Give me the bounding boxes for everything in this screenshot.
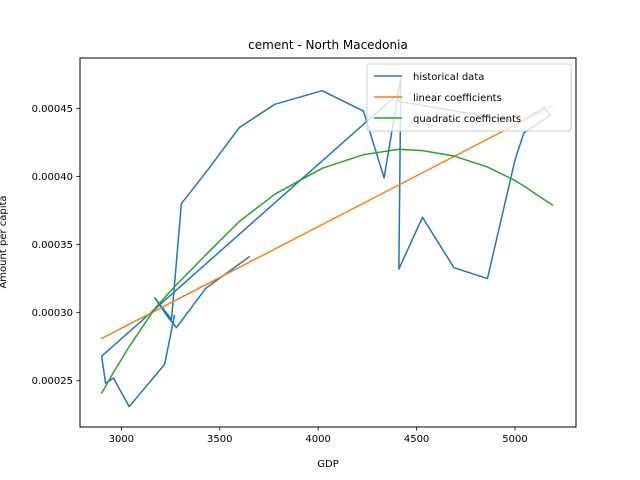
plot-frame [79, 57, 577, 428]
x-tick-label: 4000 [305, 434, 330, 445]
y-tick-label: 0.00045 [32, 104, 73, 115]
x-axis-label: GDP [317, 459, 338, 470]
legend-label: quadratic coefficients [413, 114, 521, 125]
x-tick-label: 3000 [109, 434, 134, 445]
y-tick-label: 0.00030 [32, 308, 73, 319]
y-axis-label: Amount per capita [0, 195, 9, 288]
chart-title: cement - North Macedonia [248, 38, 408, 52]
y-tick-label: 0.00035 [32, 240, 73, 251]
x-tick-label: 5000 [502, 434, 527, 445]
x-tick-label: 4500 [404, 434, 429, 445]
series-line-historical-data [100, 77, 552, 408]
y-tick-label: 0.00040 [32, 172, 73, 183]
legend: historical data linear coefficients quadra… [366, 63, 572, 132]
legend-label: linear coefficients [413, 93, 502, 104]
legend-box [366, 63, 572, 132]
series-line-quadratic-coefficients [100, 148, 554, 394]
y-tick-label: 0.00025 [32, 376, 73, 387]
y-axis-ticks: 0.00025 0.00030 0.00035 0.00040 0.00045 [32, 104, 80, 387]
plot-area [100, 77, 554, 408]
series-line-linear-coefficients [100, 104, 554, 340]
x-tick-label: 3500 [207, 434, 232, 445]
x-axis-ticks: 3000 3500 4000 4500 5000 [109, 427, 528, 445]
legend-label: historical data [413, 72, 484, 83]
